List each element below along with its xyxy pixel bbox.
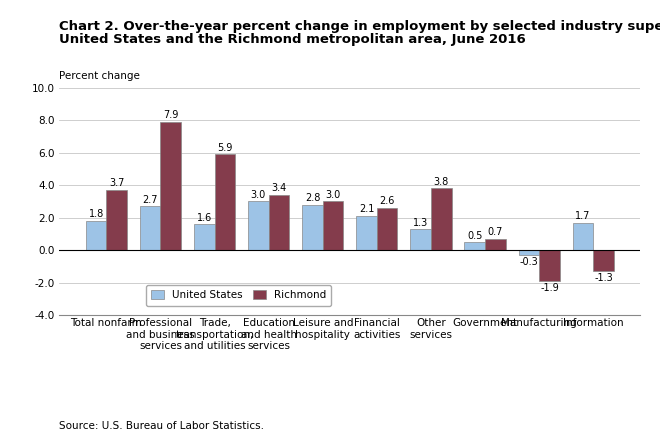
Text: Chart 2. Over-the-year percent change in employment by selected industry superse: Chart 2. Over-the-year percent change in…: [59, 20, 660, 33]
Bar: [593, 250, 614, 272]
Bar: [194, 224, 214, 250]
Bar: [519, 250, 539, 255]
Text: 2.6: 2.6: [379, 196, 395, 206]
Text: 1.3: 1.3: [413, 218, 428, 227]
Text: United States and the Richmond metropolitan area, June 2016: United States and the Richmond metropoli…: [59, 33, 526, 46]
Text: 3.8: 3.8: [434, 177, 449, 187]
Text: 3.7: 3.7: [109, 178, 124, 188]
Bar: [86, 221, 106, 250]
Text: -1.9: -1.9: [540, 283, 559, 293]
Bar: [431, 188, 451, 250]
Bar: [160, 122, 181, 250]
Text: 3.0: 3.0: [251, 190, 266, 200]
Text: 0.7: 0.7: [488, 227, 503, 237]
Legend: United States, Richmond: United States, Richmond: [146, 285, 331, 306]
Bar: [106, 190, 127, 250]
Bar: [140, 206, 160, 250]
Bar: [269, 195, 289, 250]
Bar: [465, 242, 485, 250]
Bar: [411, 229, 431, 250]
Text: 3.4: 3.4: [271, 184, 286, 193]
Bar: [539, 250, 560, 281]
Bar: [356, 216, 377, 250]
Text: -0.3: -0.3: [519, 257, 539, 267]
Text: 7.9: 7.9: [163, 110, 178, 120]
Bar: [485, 239, 506, 250]
Bar: [248, 201, 269, 250]
Text: 5.9: 5.9: [217, 143, 232, 153]
Text: 1.7: 1.7: [576, 211, 591, 221]
Text: 2.8: 2.8: [305, 193, 320, 203]
Text: 1.8: 1.8: [88, 209, 104, 219]
Bar: [302, 205, 323, 250]
Bar: [573, 223, 593, 250]
Bar: [377, 208, 397, 250]
Text: 3.0: 3.0: [325, 190, 341, 200]
Text: Percent change: Percent change: [59, 71, 141, 81]
Text: -1.3: -1.3: [594, 273, 613, 283]
Text: Source: U.S. Bureau of Labor Statistics.: Source: U.S. Bureau of Labor Statistics.: [59, 421, 265, 431]
Text: 2.7: 2.7: [143, 195, 158, 205]
Text: 1.6: 1.6: [197, 212, 212, 223]
Text: 2.1: 2.1: [359, 205, 374, 215]
Bar: [323, 201, 343, 250]
Bar: [214, 154, 235, 250]
Text: 0.5: 0.5: [467, 230, 482, 240]
